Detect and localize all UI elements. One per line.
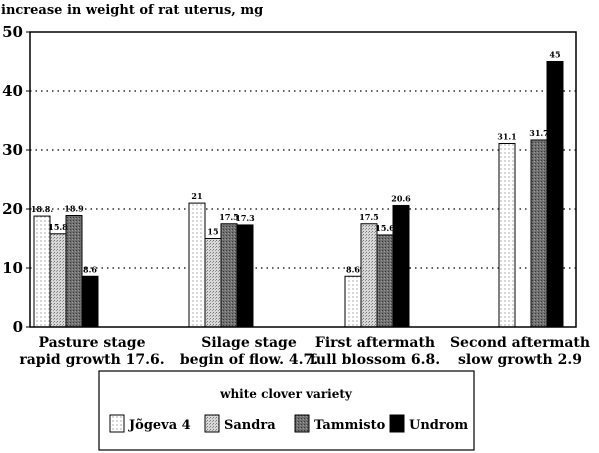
y-tick-label: 40 bbox=[2, 82, 23, 100]
plot-frame bbox=[29, 31, 577, 328]
data-label: 17.5 bbox=[359, 212, 378, 222]
bar-j-geva-4 bbox=[33, 215, 51, 328]
y-tick-label: 50 bbox=[2, 23, 23, 41]
category-label: slow growth 2.9 bbox=[458, 352, 582, 368]
category-label: Silage stage bbox=[201, 335, 297, 351]
category-label: Second aftermath bbox=[450, 335, 590, 351]
bar-sandra bbox=[204, 238, 222, 328]
legend-title: white clover variety bbox=[219, 387, 353, 401]
data-label: 21 bbox=[191, 191, 202, 201]
bar-undrom bbox=[236, 224, 254, 328]
bar-j-geva-4 bbox=[344, 275, 362, 328]
category-label: First aftermath bbox=[315, 335, 435, 351]
data-label: 17.3 bbox=[235, 213, 255, 223]
legend-swatch-undrom bbox=[389, 414, 405, 433]
legend: white clover variety Jõgeva 4 Sandra Tammi… bbox=[98, 370, 475, 451]
bar-tammisto bbox=[376, 234, 394, 328]
data-label: 15.6 bbox=[375, 223, 395, 233]
data-label: 31.1 bbox=[497, 132, 516, 142]
data-label: 15.8 bbox=[48, 222, 68, 232]
category-label: rapid growth 17.6. bbox=[19, 352, 164, 368]
bar-sandra bbox=[49, 233, 67, 328]
bar-j-geva-4 bbox=[188, 202, 206, 328]
category-label: Pasture stage bbox=[38, 335, 145, 351]
bars bbox=[33, 61, 564, 328]
legend-label: Jõgeva 4 bbox=[128, 418, 191, 433]
bar-tammisto bbox=[65, 214, 83, 328]
y-tick-label: 10 bbox=[2, 259, 23, 277]
legend-label: Undrom bbox=[409, 418, 468, 433]
data-label: 20.6 bbox=[391, 193, 411, 203]
data-label: 8.6 bbox=[346, 264, 360, 274]
bar-sandra bbox=[360, 223, 378, 328]
data-label: 45 bbox=[549, 50, 560, 60]
category-label: full blossom 6.8. bbox=[310, 352, 440, 368]
bar-undrom bbox=[392, 204, 410, 328]
data-label: 17.5 bbox=[219, 212, 238, 222]
data-label: 18.8. bbox=[31, 204, 53, 214]
bar-tammisto bbox=[220, 223, 238, 328]
y-tick-label: 0 bbox=[13, 318, 23, 336]
legend-label: Sandra bbox=[224, 418, 276, 433]
y-axis-label: increase in weight of rat uterus, mg bbox=[1, 3, 263, 18]
data-labels: 18.8.15.818.98.6211517.517.38.617.515.62… bbox=[31, 50, 561, 275]
data-label: 31.7 bbox=[529, 128, 548, 138]
legend-swatch-tammisto bbox=[294, 414, 310, 433]
y-tick-label: 20 bbox=[2, 200, 23, 218]
category-label: begin of flow. 4.7. bbox=[180, 352, 318, 368]
bar-j-geva-4 bbox=[498, 143, 516, 328]
grid bbox=[30, 90, 576, 269]
data-label: 15 bbox=[207, 227, 218, 237]
legend-box bbox=[98, 370, 475, 451]
bar-undrom bbox=[81, 275, 99, 328]
legend-label: Tammisto bbox=[314, 418, 386, 433]
legend-swatch-sandra bbox=[204, 414, 220, 433]
legend-swatch-j-geva-4 bbox=[109, 414, 125, 433]
y-tick-label: 30 bbox=[2, 141, 23, 159]
bar-undrom bbox=[546, 61, 564, 328]
y-axis-ticks: 0 10 20 30 40 50 bbox=[2, 23, 30, 336]
bar-tammisto bbox=[530, 139, 548, 328]
data-label: 18.9 bbox=[64, 203, 84, 213]
data-label: 8.6 bbox=[83, 264, 97, 274]
